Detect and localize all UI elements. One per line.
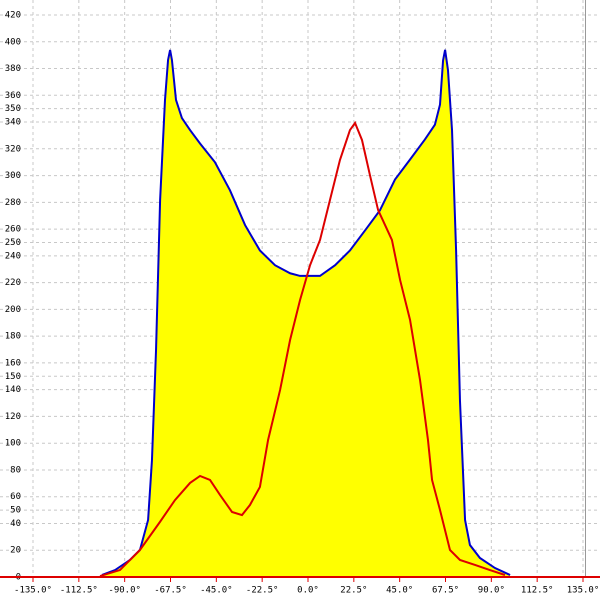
y-tick-label: 420 — [5, 11, 21, 21]
x-tick-label: -22.5° — [246, 586, 279, 596]
x-tick-label: -90.0° — [108, 586, 141, 596]
line — [101, 49, 511, 576]
y-tick-label: 140 — [5, 385, 21, 395]
y-tick-label: 340 — [5, 118, 21, 128]
y-tick-label: 220 — [5, 278, 21, 288]
x-tick-label: 0.0° — [297, 586, 319, 596]
y-tick-label: 250 — [5, 238, 21, 248]
y-tick-label: 200 — [5, 305, 21, 315]
y-tick-label: 180 — [5, 332, 21, 342]
x-tick-label: -67.5° — [154, 586, 187, 596]
y-tick-label: 260 — [5, 225, 21, 235]
y-tick-label: 350 — [5, 104, 21, 114]
y-tick-label: 400 — [5, 37, 21, 47]
x-tick-label: -45.0° — [200, 586, 233, 596]
y-tick-label: 80 — [10, 465, 21, 475]
x-tick-label: 112.5° — [521, 586, 554, 596]
area — [102, 49, 511, 578]
y-tick-label: 160 — [5, 358, 21, 368]
y-tick-label: 280 — [5, 198, 21, 208]
y-tick-label: 20 — [10, 546, 21, 556]
y-tick-label: 240 — [5, 251, 21, 261]
x-tick-label: 67.5° — [432, 586, 459, 596]
y-tick-label: 300 — [5, 171, 21, 181]
y-tick-label: 150 — [5, 372, 21, 382]
x-tick-label: -135.0° — [14, 586, 52, 596]
x-tick-label: 90.0° — [478, 586, 505, 596]
x-tick-label: 135.0° — [567, 586, 600, 596]
y-tick-label: 380 — [5, 64, 21, 74]
x-tick-label: -112.5° — [60, 586, 98, 596]
y-tick-label: 60 — [10, 492, 21, 502]
y-tick-label: 50 — [10, 506, 21, 516]
x-tick-label: 45.0° — [386, 586, 413, 596]
y-tick-label: 360 — [5, 91, 21, 101]
y-tick-label: 100 — [5, 439, 21, 449]
line — [99, 120, 506, 578]
y-tick-label: 320 — [5, 144, 21, 154]
x-tick-label: 22.5° — [340, 586, 367, 596]
y-tick-label: 40 — [10, 519, 21, 529]
y-tick-label: 120 — [5, 412, 21, 422]
